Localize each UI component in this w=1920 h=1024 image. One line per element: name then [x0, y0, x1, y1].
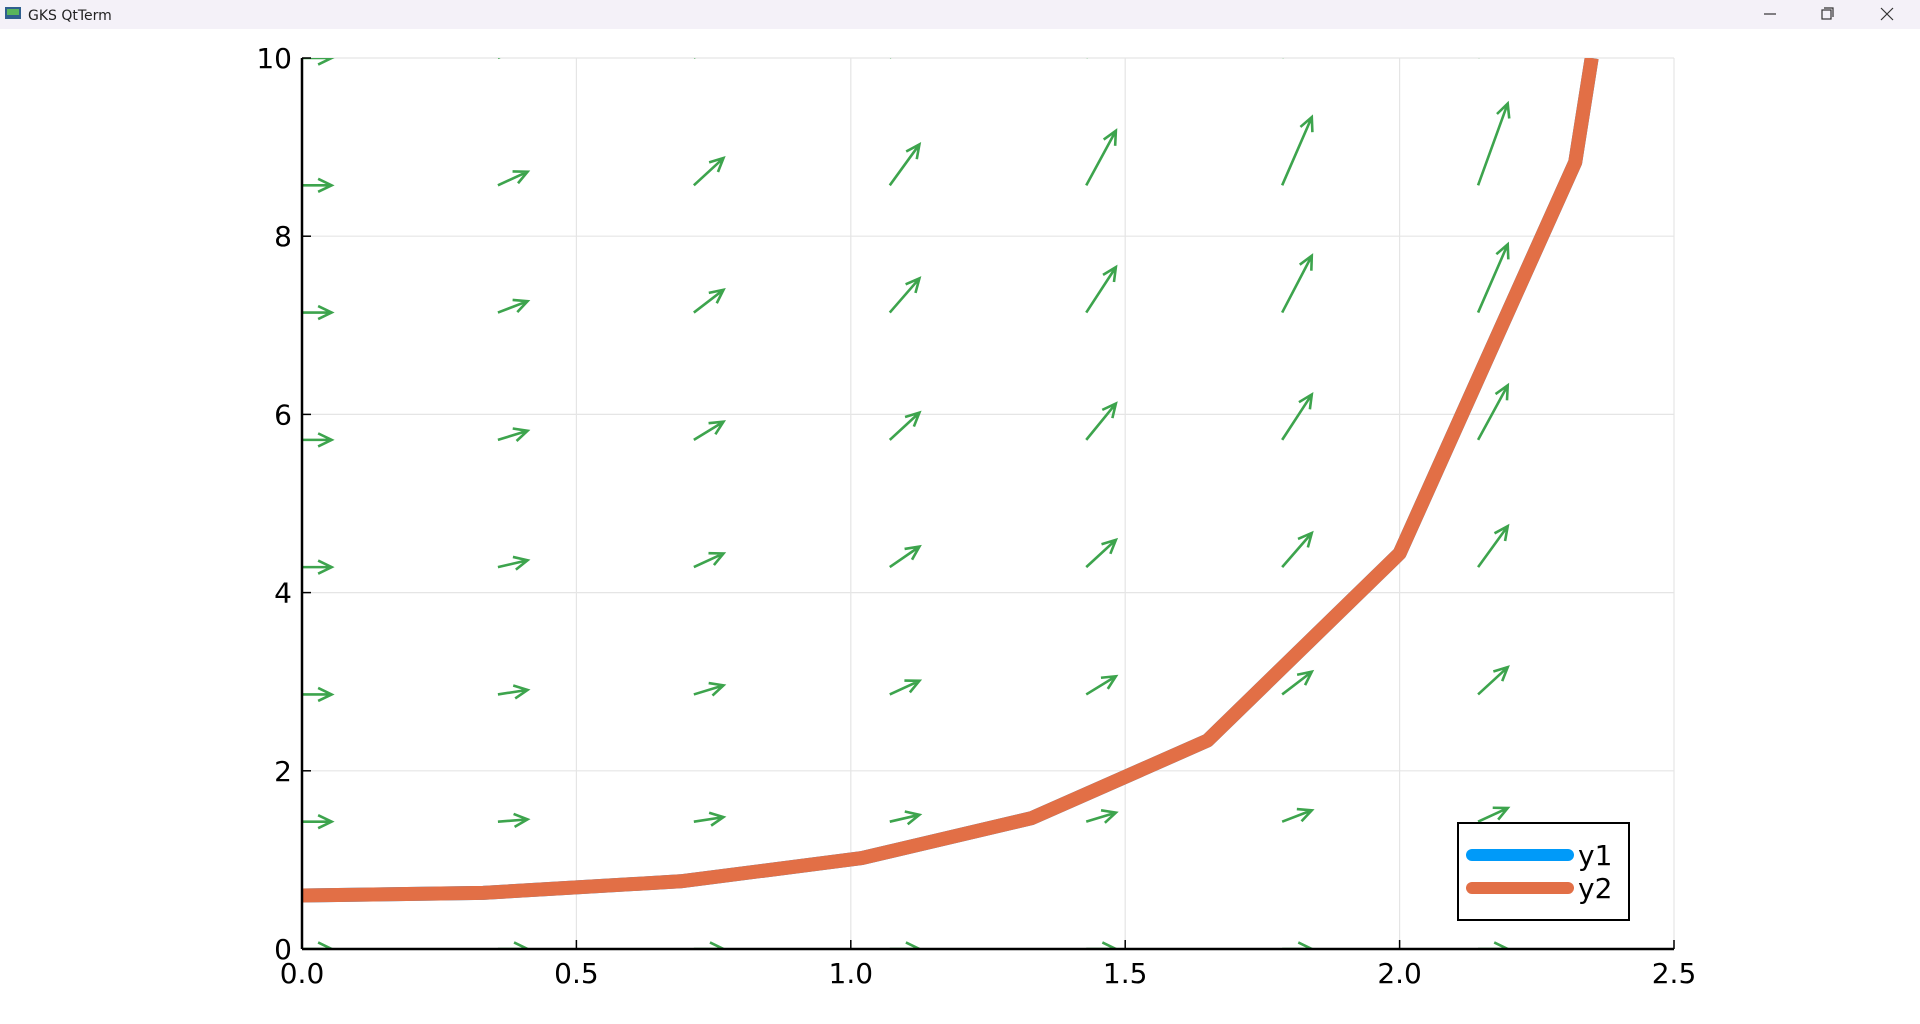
- quiver-arrow: [302, 559, 335, 575]
- quiver-arrow: [302, 941, 335, 949]
- quiver-arrow: [693, 551, 727, 569]
- quiver-arrow: [693, 58, 696, 59]
- quiver-arrow: [497, 555, 531, 571]
- quiver-arrow: [1477, 665, 1510, 696]
- quiver-arrow: [1281, 669, 1315, 696]
- lines: [302, 58, 1599, 903]
- y-tick-label: 2: [274, 755, 292, 788]
- quiver-arrow: [1281, 391, 1314, 441]
- legend-label: y2: [1578, 872, 1612, 905]
- quiver-arrow: [1476, 100, 1511, 186]
- quiver-arrow: [302, 177, 335, 194]
- quiver-arrow: [497, 684, 531, 700]
- x-tick-label: 0.5: [554, 957, 599, 990]
- y-tick-label: 4: [274, 577, 292, 610]
- quiver-arrow: [497, 298, 531, 314]
- quiver-arrow: [1085, 537, 1119, 569]
- x-tick-label: 1.0: [829, 957, 874, 990]
- x-tick-label: 2.0: [1377, 957, 1422, 990]
- quiver-arrow: [693, 811, 727, 827]
- quiver-arrow: [693, 681, 727, 697]
- restore-button[interactable]: [1821, 7, 1834, 20]
- y-tick-label: 10: [256, 42, 292, 75]
- quiver-arrow: [1282, 941, 1315, 949]
- quiver-arrow: [1281, 807, 1315, 823]
- quiver-arrow: [889, 544, 922, 569]
- quiver-arrow: [1085, 401, 1118, 441]
- quiver-arrow: [1476, 241, 1510, 314]
- quiver-arrow: [1085, 128, 1118, 186]
- title-bar: [0, 0, 1920, 29]
- grid: [301, 57, 1675, 950]
- quiver-arrow: [1477, 523, 1510, 568]
- quiver-arrow: [1477, 806, 1511, 823]
- quiver-arrow: [1085, 264, 1118, 314]
- quiver-arrow: [889, 941, 923, 949]
- quiver: [302, 58, 1511, 949]
- legend-label: y1: [1578, 839, 1612, 872]
- quiver-arrow: [1085, 674, 1119, 696]
- quiver-arrow: [693, 420, 727, 441]
- quiver-arrow: [1476, 382, 1510, 441]
- axes: 0.0 0.5 1.0 1.5 2.0 2.5 0 2 4 6 8 10: [256, 42, 1696, 990]
- y-tick-label: 8: [274, 220, 292, 253]
- quiver-arrow: [302, 58, 335, 66]
- quiver-arrow: [1478, 941, 1511, 949]
- quiver-arrow: [302, 686, 335, 703]
- series-line: [302, 58, 1599, 903]
- quiver-arrow: [889, 810, 923, 826]
- window-title: GKS QtTerm: [28, 8, 112, 24]
- quiver-arrow: [497, 812, 531, 829]
- quiver-arrow: [497, 58, 501, 60]
- quiver-arrow: [692, 156, 726, 187]
- quiver-arrow: [302, 813, 335, 830]
- series-line: [302, 58, 1599, 903]
- quiver-arrow: [1086, 941, 1119, 949]
- y-tick-label: 6: [274, 398, 292, 431]
- x-tick-label: 0.0: [280, 957, 325, 990]
- quiver-arrow: [497, 427, 531, 442]
- quiver-arrow: [888, 276, 922, 314]
- app-icon: [5, 7, 21, 19]
- quiver-arrow: [302, 432, 335, 448]
- quiver-arrow: [1281, 530, 1314, 568]
- quiver-arrow: [1280, 114, 1314, 186]
- quiver-arrow: [302, 304, 335, 321]
- y-tick-label: 0: [274, 933, 292, 966]
- quiver-arrow: [1281, 253, 1314, 314]
- quiver-arrow: [889, 679, 923, 696]
- quiver-arrow: [497, 941, 531, 949]
- quiver-arrow: [693, 941, 727, 949]
- legend-box: [1457, 822, 1630, 921]
- quiver-arrow: [888, 410, 922, 441]
- quiver-arrow: [497, 170, 531, 187]
- quiver-arrow: [693, 288, 726, 314]
- quiver-arrow: [888, 142, 922, 187]
- x-tick-label: 1.5: [1103, 957, 1148, 990]
- x-tick-label: 2.5: [1652, 957, 1697, 990]
- close-button[interactable]: [1880, 7, 1894, 21]
- quiver-arrow: [1085, 809, 1119, 824]
